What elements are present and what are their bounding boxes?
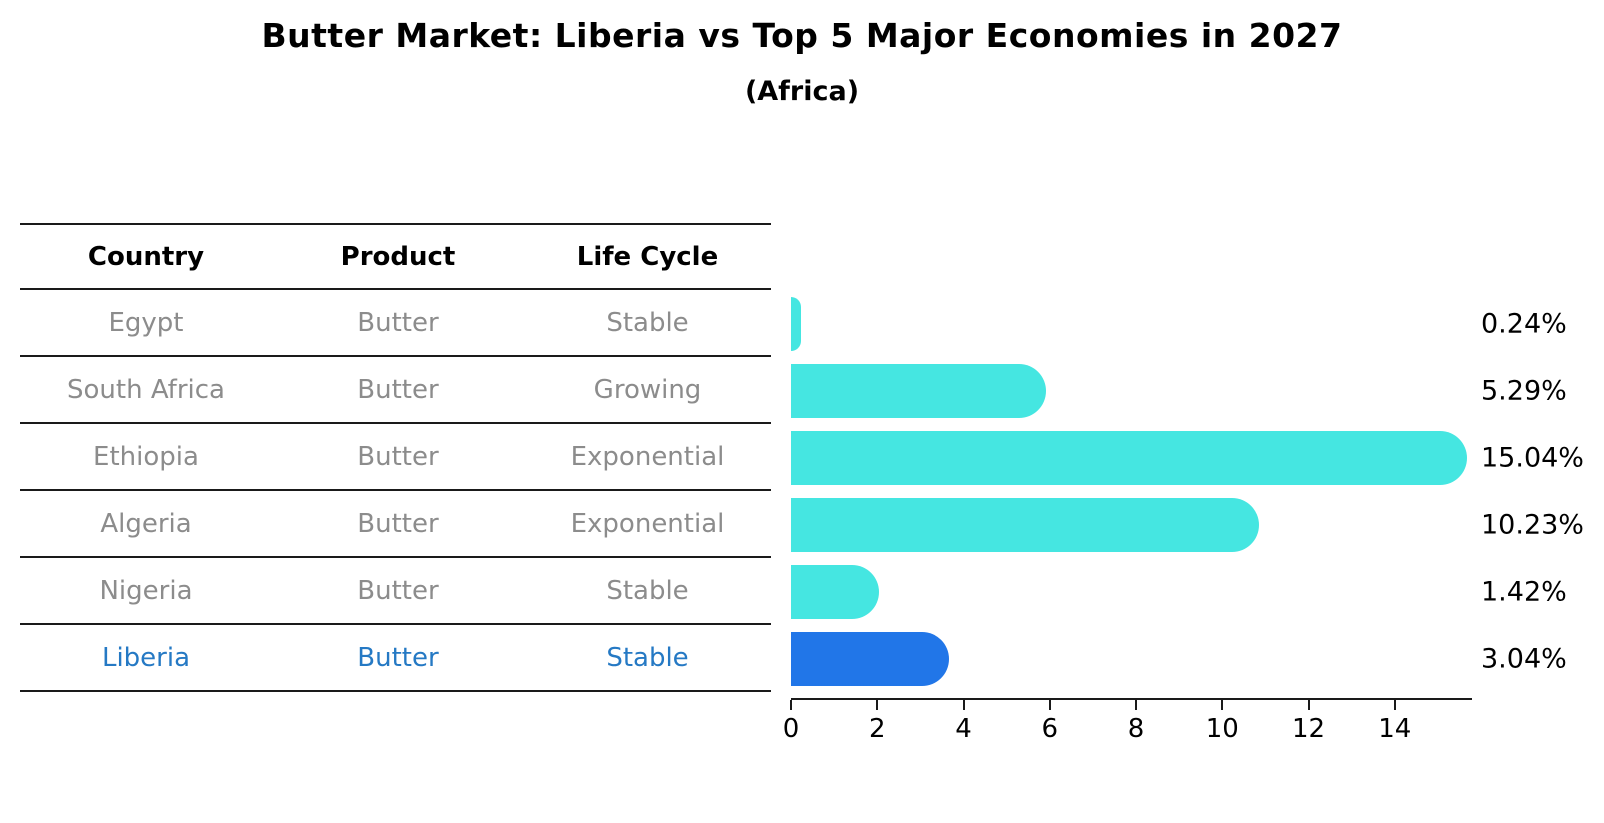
cell-country: Egypt [108, 307, 184, 338]
column-header-product: Product [340, 241, 456, 272]
table-row-highlight-liberia: Liberia Butter Stable [20, 625, 771, 692]
bar-nigeria [791, 564, 880, 619]
value-label: 5.29% [1481, 375, 1567, 406]
tick-mark [1048, 700, 1051, 710]
bar-egypt [791, 296, 802, 351]
table-header-row: Country Product Life Cycle [20, 223, 771, 290]
table-row: Algeria Butter Exponential [20, 491, 771, 558]
cell-product: Butter [357, 575, 439, 606]
cell-country: Ethiopia [93, 441, 199, 472]
tick-label: 2 [868, 714, 886, 744]
value-label: 15.04% [1481, 442, 1584, 473]
tick-label: 0 [782, 714, 800, 744]
tick-mark [1307, 700, 1310, 710]
tick-mark [876, 700, 879, 710]
column-header-country: Country [87, 241, 205, 272]
value-label: 1.42% [1481, 576, 1567, 607]
tick-mark [1393, 700, 1396, 710]
cell-life-cycle: Exponential [570, 508, 725, 539]
bar-south-africa [791, 363, 1047, 418]
cell-life-cycle: Growing [593, 374, 702, 405]
tick-mark [790, 700, 792, 710]
value-label: 10.23% [1481, 509, 1584, 540]
cell-country: South Africa [67, 374, 225, 405]
cell-life-cycle: Stable [606, 642, 689, 673]
bar-algeria [791, 497, 1260, 552]
cell-life-cycle: Stable [606, 575, 689, 606]
tick-label: 12 [1291, 714, 1326, 744]
cell-country: Liberia [101, 642, 191, 673]
cell-product: Butter [357, 642, 439, 673]
tick-label: 6 [1041, 714, 1059, 744]
chart-title: Butter Market: Liberia vs Top 5 Major Ec… [261, 16, 1343, 55]
value-label: 3.04% [1481, 643, 1567, 674]
tick-label: 8 [1127, 714, 1145, 744]
tick-mark [1135, 700, 1138, 710]
x-axis-line [791, 698, 1472, 700]
cell-country: Nigeria [99, 575, 193, 606]
bar-liberia [791, 631, 950, 686]
table-row: South Africa Butter Growing [20, 357, 771, 424]
bar-ethiopia [791, 430, 1467, 485]
column-header-life-cycle: Life Cycle [576, 241, 719, 272]
cell-life-cycle: Stable [606, 307, 689, 338]
cell-product: Butter [357, 508, 439, 539]
chart-subtitle: (Africa) [744, 76, 860, 107]
tick-mark [1221, 700, 1224, 710]
table-row: Egypt Butter Stable [20, 290, 771, 357]
table-row: Nigeria Butter Stable [20, 558, 771, 625]
bar-chart: 0.24% 5.29% 15.04% 10.23% 1.42% 3.04% 0 … [783, 290, 1604, 770]
cell-product: Butter [357, 374, 439, 405]
tick-label: 4 [955, 714, 972, 744]
table-row: Ethiopia Butter Exponential [20, 424, 771, 491]
tick-label: 10 [1205, 714, 1239, 744]
cell-life-cycle: Exponential [570, 441, 725, 472]
cell-product: Butter [357, 307, 439, 338]
comparison-table: Country Product Life Cycle Egypt Butter … [20, 223, 771, 692]
cell-product: Butter [357, 441, 439, 472]
tick-label: 14 [1378, 714, 1412, 744]
tick-mark [962, 700, 965, 710]
cell-country: Algeria [100, 508, 192, 539]
value-label: 0.24% [1481, 308, 1567, 339]
